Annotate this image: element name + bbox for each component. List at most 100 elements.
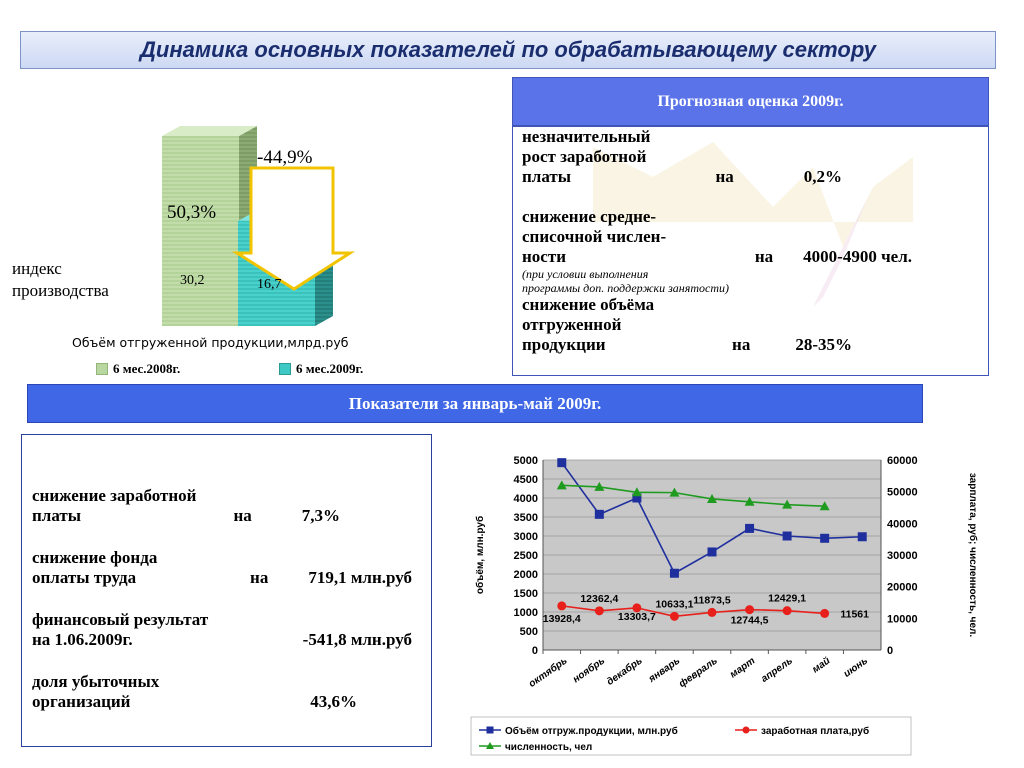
forecast-background-graphic bbox=[593, 142, 913, 307]
jm-item2-line1: снижение фонда bbox=[32, 548, 158, 567]
forecast-header: Прогнозная оценка 2009г. bbox=[512, 77, 989, 126]
forecast-item2-line1: снижение средне- bbox=[522, 207, 657, 226]
data-point bbox=[707, 493, 717, 503]
series-salary bbox=[557, 601, 830, 621]
jm-item2-line2: оплаты труда bbox=[32, 568, 137, 587]
jm-item2-value: 719,1 млн.руб bbox=[308, 568, 412, 587]
jan-may-header: Показатели за январь-май 2009г. bbox=[27, 384, 923, 423]
legend-marker bbox=[486, 726, 494, 734]
forecast-item1-line2: рост заработной bbox=[522, 147, 647, 166]
y-tick-label-left: 2500 bbox=[514, 550, 538, 562]
data-point bbox=[857, 532, 867, 542]
data-point bbox=[782, 531, 792, 541]
jm-item1-row: платы на 7,3% bbox=[32, 506, 412, 526]
jm-item3-row: на 1.06.2009г. -541,8 млн.руб bbox=[32, 630, 412, 650]
jm-item4-value: 43,6% bbox=[310, 692, 357, 711]
production-chart-area: индекс производства 50,3% -44,9% 30,2 16… bbox=[0, 75, 500, 380]
y-axis-label-right: зарплата, руб; численность, чел. bbox=[967, 473, 979, 638]
forecast-item2-line2: списочной числен- bbox=[522, 227, 667, 246]
y-tick-label-right: 0 bbox=[887, 645, 893, 657]
y-tick-label-left: 3000 bbox=[514, 531, 538, 543]
salary-data-label: 11873,5 bbox=[693, 594, 731, 606]
index-label-line1: индекс bbox=[12, 259, 62, 278]
jm-item4-line1: доля убыточных bbox=[32, 672, 160, 691]
jan-may-text: снижение заработной платы на 7,3% снижен… bbox=[32, 486, 412, 712]
data-point bbox=[745, 523, 755, 533]
salary-data-label: 11561 bbox=[840, 608, 869, 620]
legend-label: численность, чел bbox=[505, 742, 592, 753]
legend-2008: 6 мес.2008г. bbox=[96, 361, 180, 377]
data-point bbox=[782, 606, 792, 616]
data-point bbox=[820, 533, 830, 543]
salary-data-label: 12744,5 bbox=[731, 615, 769, 627]
index-label: индекс производства bbox=[12, 258, 109, 302]
series-headcount bbox=[556, 480, 830, 511]
data-point bbox=[744, 496, 755, 506]
bar-value-label-2008: 30,2 bbox=[180, 273, 205, 288]
data-point bbox=[556, 480, 567, 490]
legend-marker bbox=[486, 742, 494, 749]
index-change-pct: -44,9% bbox=[257, 147, 313, 168]
chart-caption: Объём отгруженной продукции,млрд.руб bbox=[72, 335, 349, 350]
y-tick-label-left: 0 bbox=[532, 645, 538, 657]
y-tick-label-left: 2000 bbox=[514, 569, 538, 581]
series-volume bbox=[557, 458, 867, 578]
legend-box bbox=[470, 716, 912, 756]
jm-item3-line2: на 1.06.2009г. bbox=[32, 630, 133, 649]
decrease-arrow bbox=[231, 166, 356, 291]
salary-data-label: 12429,1 bbox=[768, 593, 806, 605]
y-tick-label-left: 1500 bbox=[514, 588, 538, 600]
legend-label-2008: 6 мес.2008г. bbox=[113, 361, 181, 376]
data-point bbox=[819, 501, 830, 511]
data-point bbox=[669, 611, 679, 621]
jm-item4-line2: организаций bbox=[32, 692, 131, 711]
jm-item1-on: на bbox=[233, 506, 252, 525]
data-point bbox=[632, 603, 642, 613]
legend-swatch-2009 bbox=[279, 363, 291, 375]
data-point bbox=[632, 493, 642, 503]
index-label-line2: производства bbox=[12, 281, 109, 300]
y-tick-label-right: 40000 bbox=[887, 518, 918, 530]
forecast-item2-value: 4000-4900 чел. bbox=[803, 247, 912, 266]
forecast-item2-row: ности на 4000-4900 чел. bbox=[522, 247, 982, 267]
forecast-item1-on: на bbox=[715, 167, 734, 186]
forecast-item1-value: 0,2% bbox=[803, 167, 842, 186]
y-tick-label-right: 30000 bbox=[887, 550, 918, 562]
data-point bbox=[594, 509, 604, 519]
data-point bbox=[594, 481, 605, 491]
data-point bbox=[631, 487, 642, 497]
legend-swatch-2008 bbox=[96, 363, 108, 375]
y-tick-label-right: 10000 bbox=[887, 613, 918, 625]
forecast-panel: незначительный рост заработной платы на … bbox=[512, 126, 989, 376]
forecast-note-line2: программы доп. поддержки занятости) bbox=[522, 281, 729, 295]
forecast-text: незначительный рост заработной платы на … bbox=[522, 127, 982, 355]
y-tick-label-left: 500 bbox=[520, 626, 538, 638]
salary-data-label: 12362,4 bbox=[580, 593, 618, 605]
data-point bbox=[782, 499, 793, 509]
salary-data-label: 13928,4 bbox=[543, 613, 581, 625]
forecast-item3-line2: отгруженной bbox=[522, 315, 622, 334]
line-chart-legend: Объём отгруж.продукции, млн.руб заработна… bbox=[470, 716, 912, 756]
data-point bbox=[557, 601, 567, 611]
data-point bbox=[707, 607, 717, 617]
forecast-item3-value: 28-35% bbox=[795, 335, 852, 354]
forecast-item1-line1: незначительный bbox=[522, 127, 651, 146]
jm-item1-value: 7,3% bbox=[301, 506, 340, 525]
data-point bbox=[594, 606, 604, 616]
forecast-item3-on: на bbox=[732, 335, 751, 354]
data-point bbox=[669, 487, 680, 497]
index-2008-pct: 50,3% bbox=[167, 202, 217, 223]
y-tick-label-left: 5000 bbox=[514, 455, 538, 467]
jm-item1-line2: платы bbox=[32, 506, 82, 525]
forecast-item1-row: платы на 0,2% bbox=[522, 167, 982, 187]
y-tick-label-right: 20000 bbox=[887, 582, 918, 594]
data-point bbox=[745, 605, 755, 615]
forecast-item3-line3: продукции bbox=[522, 335, 606, 354]
data-point bbox=[557, 458, 567, 468]
bar-value-label-2009: 16,7 bbox=[257, 277, 282, 292]
jm-item2-row: оплаты труда на 719,1 млн.руб bbox=[32, 568, 412, 588]
monthly-line-chart: 0 500 1000 1500 2000 2500 3000 3500 4000 4500 5000… bbox=[465, 440, 990, 760]
salary-data-label: 13303,7 bbox=[618, 611, 656, 623]
page-title: Динамика основных показателей по обрабат… bbox=[20, 31, 996, 69]
forecast-item2-line3: ности bbox=[522, 247, 566, 266]
